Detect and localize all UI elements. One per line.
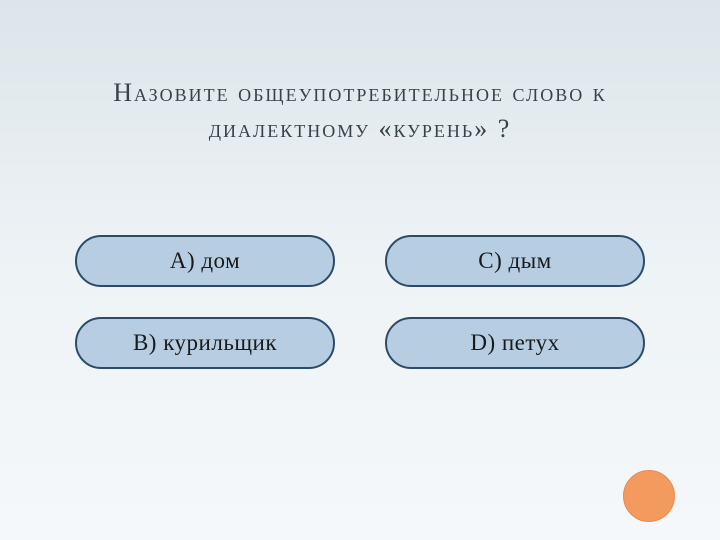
option-c-label: С) дым: [478, 248, 551, 274]
option-d-button[interactable]: D) петух: [385, 317, 645, 369]
option-b-label: В) курильщик: [133, 330, 277, 356]
decorative-circle-icon: [623, 470, 675, 522]
question-title: Назовите общеупотребительное слово к диа…: [0, 0, 720, 148]
option-b-button[interactable]: В) курильщик: [75, 317, 335, 369]
option-d-label: D) петух: [470, 330, 559, 356]
option-a-label: А) дом: [170, 248, 240, 274]
option-a-button[interactable]: А) дом: [75, 235, 335, 287]
options-grid: А) дом С) дым В) курильщик D) петух: [0, 235, 720, 369]
option-c-button[interactable]: С) дым: [385, 235, 645, 287]
